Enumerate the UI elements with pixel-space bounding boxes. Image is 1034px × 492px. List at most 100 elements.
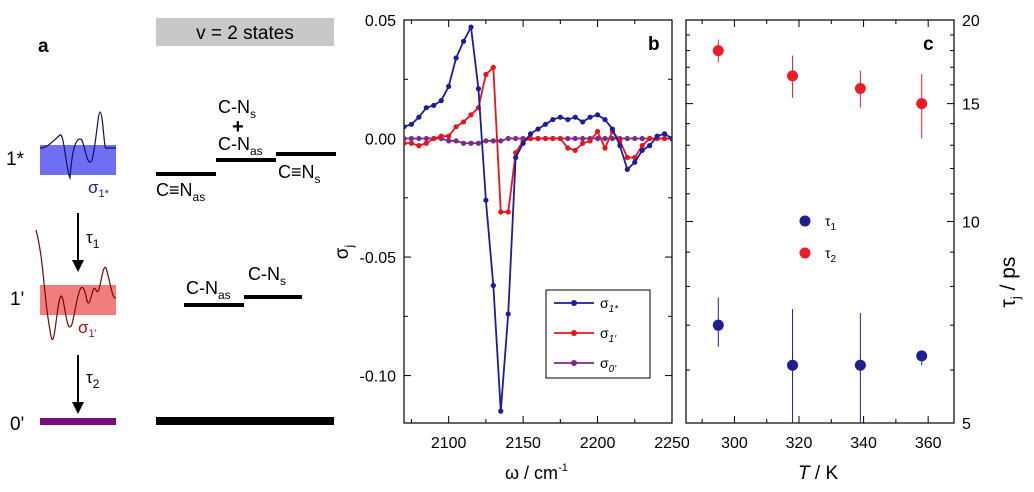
xlabel-c-unit: / K bbox=[810, 463, 839, 484]
y-tick-label-b: 0.00 bbox=[365, 132, 396, 149]
data-point bbox=[498, 209, 504, 215]
y-tick-label-b: -0.10 bbox=[360, 369, 397, 386]
data-point bbox=[661, 135, 668, 142]
series-b bbox=[404, 24, 672, 414]
data-point bbox=[557, 135, 563, 142]
tau2-label: τ2 bbox=[86, 368, 100, 391]
data-point bbox=[423, 105, 429, 111]
label-mid-as: C-Nas bbox=[186, 278, 231, 302]
data-point bbox=[609, 135, 616, 142]
legend-entry-b: σ1' bbox=[554, 325, 617, 345]
data-point bbox=[535, 135, 541, 142]
data-point bbox=[572, 135, 578, 142]
label-mid-as-main: C-N bbox=[186, 278, 218, 298]
data-point bbox=[639, 143, 645, 149]
data-point bbox=[408, 140, 415, 146]
data-point bbox=[647, 135, 653, 142]
data-point bbox=[416, 114, 422, 120]
y-tick-label-b: 0.05 bbox=[365, 13, 396, 30]
data-point bbox=[647, 143, 653, 149]
legend-label: σ1' bbox=[600, 325, 617, 345]
state-box-1star bbox=[40, 145, 116, 175]
x-tick-label-c: 320 bbox=[786, 435, 813, 452]
xlabel-b: ω / cm-1 bbox=[505, 462, 568, 483]
data-point bbox=[787, 359, 799, 371]
label-cn-s-triple-sub: s bbox=[315, 172, 321, 186]
data-point bbox=[602, 145, 608, 151]
legend-swatch-marker bbox=[571, 330, 577, 336]
data-point bbox=[661, 131, 668, 137]
legend-c: τ1 τ2 bbox=[790, 206, 854, 272]
tau1-label: τ1 bbox=[86, 228, 100, 251]
legend-label: τ2 bbox=[825, 245, 837, 265]
data-point bbox=[916, 350, 928, 362]
label-cn-s-triple-main: C≡N bbox=[278, 162, 315, 182]
legend-label-sub: 1* bbox=[609, 304, 620, 315]
series-c bbox=[712, 39, 928, 423]
data-point bbox=[916, 98, 928, 110]
data-point bbox=[490, 64, 496, 71]
data-point bbox=[423, 135, 429, 142]
state-label-1star: 1* bbox=[6, 149, 25, 170]
data-point bbox=[423, 140, 429, 146]
data-point bbox=[520, 140, 526, 146]
legend-entry-c: τ2 bbox=[799, 245, 837, 265]
legend-entry-c: τ1 bbox=[799, 213, 837, 233]
data-point bbox=[669, 135, 672, 142]
data-point bbox=[594, 135, 601, 142]
data-point bbox=[639, 135, 645, 142]
label-cn-as-triple: C≡Nas bbox=[156, 180, 205, 204]
sigma-label-1star: σ1* bbox=[88, 178, 110, 200]
tau2-label-base: τ bbox=[86, 368, 93, 387]
v2-header-label: v = 2 states bbox=[196, 23, 294, 44]
data-point bbox=[565, 116, 571, 123]
y-tick-label-c: 20 bbox=[962, 13, 980, 30]
axis-ticks-c: 300 320 340 360 5 10 15 20 bbox=[686, 13, 980, 452]
ylabel-c: τj / ps bbox=[997, 257, 1023, 308]
data-point bbox=[594, 112, 601, 118]
data-point bbox=[632, 159, 638, 165]
series-tau1 bbox=[712, 297, 928, 423]
data-point bbox=[483, 138, 489, 144]
data-point bbox=[505, 135, 511, 142]
data-point bbox=[617, 143, 623, 149]
data-point bbox=[468, 24, 474, 30]
data-point bbox=[408, 121, 415, 127]
plot-frame-b bbox=[403, 19, 673, 424]
label-c-ns-top-sub: s bbox=[250, 107, 256, 121]
legend-label-sub: 1 bbox=[831, 222, 837, 233]
legend-label: σ0' bbox=[600, 355, 617, 375]
legend-label: σ1* bbox=[600, 295, 619, 315]
x-tick-label-c: 340 bbox=[850, 435, 877, 452]
data-point bbox=[565, 135, 571, 142]
data-point bbox=[565, 145, 571, 151]
legend-b: σ1* σ1' σ0' bbox=[545, 289, 651, 379]
y-tick-label-b: -0.05 bbox=[360, 250, 397, 267]
data-point bbox=[527, 135, 534, 142]
data-point bbox=[580, 135, 586, 142]
data-point bbox=[580, 119, 586, 125]
data-point bbox=[490, 138, 496, 144]
data-point bbox=[527, 131, 534, 137]
ylabel-c-sub: j bbox=[1008, 296, 1023, 300]
ylabel-b-sub: j bbox=[342, 245, 356, 249]
ylabel-b: σj bbox=[332, 245, 356, 259]
data-point bbox=[654, 133, 660, 139]
legend-swatch-marker bbox=[799, 247, 811, 259]
data-point bbox=[535, 126, 541, 132]
xlabel-b-main: ω / cm bbox=[505, 463, 558, 483]
data-point bbox=[431, 135, 437, 142]
data-point bbox=[557, 114, 563, 120]
data-point bbox=[460, 38, 467, 44]
data-point bbox=[632, 135, 638, 142]
y-tick-label-c: 5 bbox=[962, 416, 971, 433]
data-point bbox=[475, 86, 482, 92]
data-point bbox=[513, 135, 519, 142]
data-point bbox=[624, 154, 630, 161]
x-tick-label-b: 2250 bbox=[654, 435, 690, 452]
data-point bbox=[460, 140, 467, 146]
data-point bbox=[587, 138, 593, 144]
legend-label-sub: 0' bbox=[609, 364, 618, 375]
xlabel-c-main: T bbox=[798, 463, 811, 484]
